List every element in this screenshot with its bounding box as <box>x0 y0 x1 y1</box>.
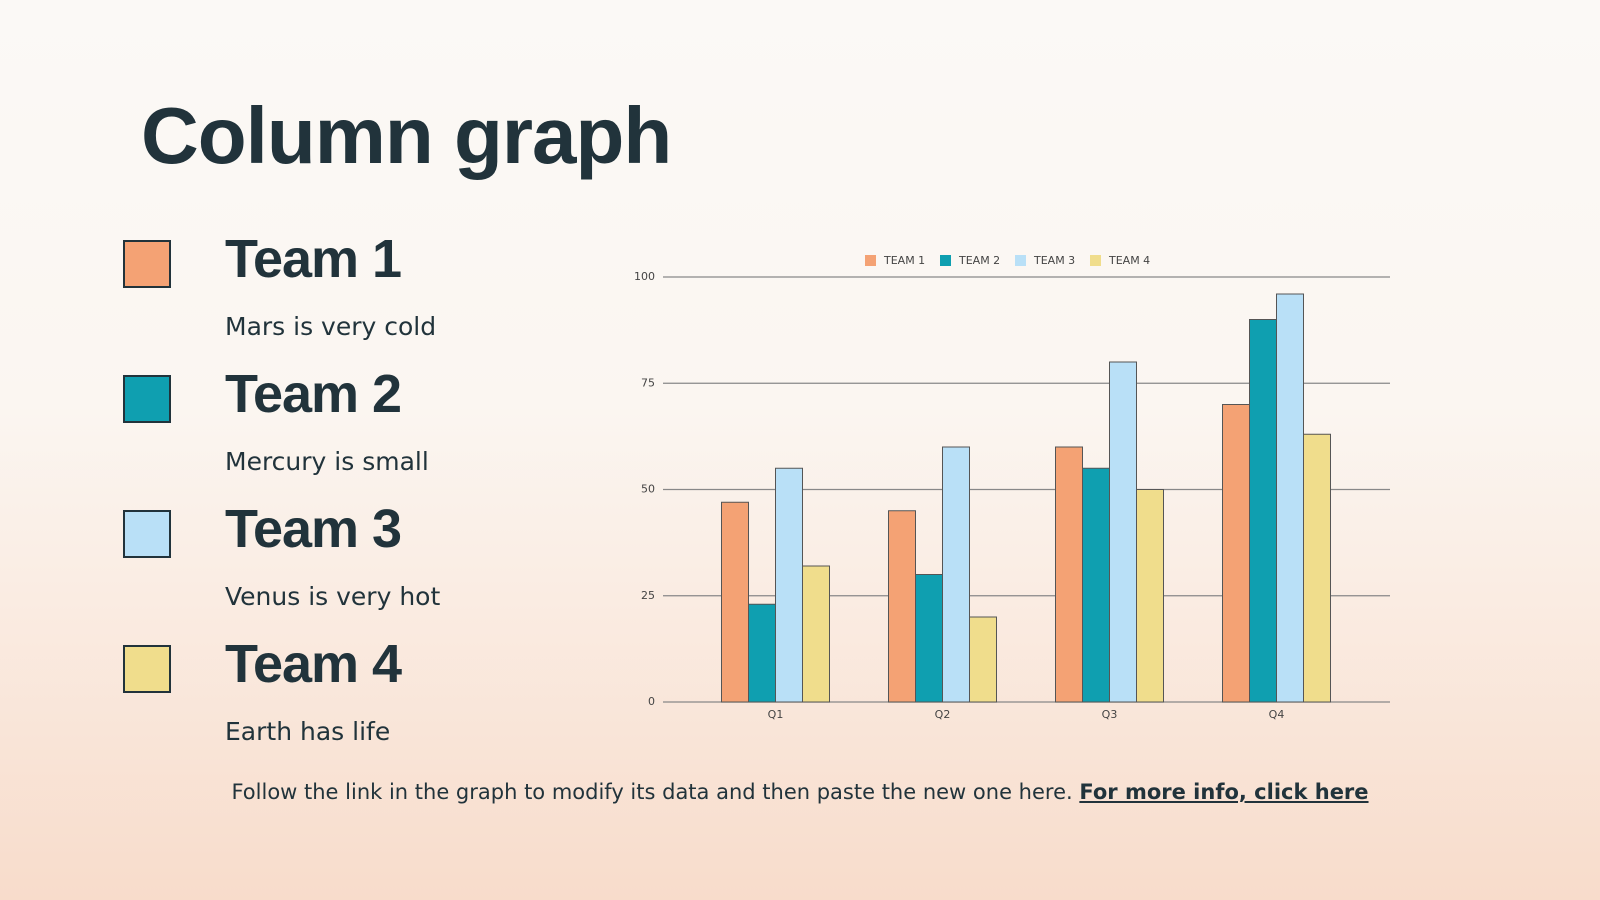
y-tick-label: 75 <box>641 376 655 389</box>
bar <box>1276 293 1304 703</box>
legend-label: TEAM 2 <box>958 254 1000 267</box>
bar <box>1303 433 1331 703</box>
bar <box>915 574 943 703</box>
team-swatch <box>123 375 171 423</box>
legend-swatch <box>940 255 951 266</box>
bar <box>1055 446 1083 703</box>
team-name: Team 3 <box>225 499 402 559</box>
team-description: Earth has life <box>225 717 391 746</box>
bar <box>888 510 916 703</box>
x-tick-label: Q1 <box>768 708 784 721</box>
team-item: Team 2 Mercury is small <box>0 364 560 510</box>
bar <box>721 501 749 703</box>
team-item: Team 1 Mars is very cold <box>0 229 560 375</box>
bar <box>802 565 830 703</box>
legend-label: TEAM 1 <box>883 254 925 267</box>
team-name: Team 1 <box>225 229 402 289</box>
legend-swatch <box>865 255 876 266</box>
y-tick-label: 100 <box>634 270 655 283</box>
footer-text: Follow the link in the graph to modify i… <box>231 780 1073 804</box>
bar <box>942 446 970 703</box>
x-tick-label: Q4 <box>1269 708 1285 721</box>
bar <box>775 467 803 703</box>
info-link[interactable]: For more info, click here <box>1079 780 1369 804</box>
bar <box>748 603 776 703</box>
team-description: Mars is very cold <box>225 312 437 341</box>
x-tick-label: Q2 <box>935 708 951 721</box>
legend-label: TEAM 4 <box>1108 254 1150 267</box>
team-description: Mercury is small <box>225 447 429 476</box>
team-item: Team 3 Venus is very hot <box>0 499 560 645</box>
team-swatch <box>123 510 171 558</box>
bar <box>1136 489 1164 703</box>
y-tick-label: 25 <box>641 589 655 602</box>
slide-title: Column graph <box>141 91 672 180</box>
team-swatch <box>123 645 171 693</box>
footer: Follow the link in the graph to modify i… <box>0 780 1600 804</box>
team-description: Venus is very hot <box>225 582 441 611</box>
legend-swatch <box>1015 255 1026 266</box>
legend-label: TEAM 3 <box>1033 254 1075 267</box>
bar <box>1222 404 1250 703</box>
bar <box>1082 467 1110 703</box>
team-name: Team 2 <box>225 364 402 424</box>
x-tick-label: Q3 <box>1102 708 1118 721</box>
bar <box>1109 361 1137 703</box>
bar <box>969 616 997 703</box>
legend-swatch <box>1090 255 1101 266</box>
team-name: Team 4 <box>225 634 402 694</box>
y-tick-label: 0 <box>648 695 655 708</box>
y-tick-label: 50 <box>641 483 655 496</box>
team-item: Team 4 Earth has life <box>0 634 560 780</box>
team-swatch <box>123 240 171 288</box>
bar <box>1249 319 1277 703</box>
